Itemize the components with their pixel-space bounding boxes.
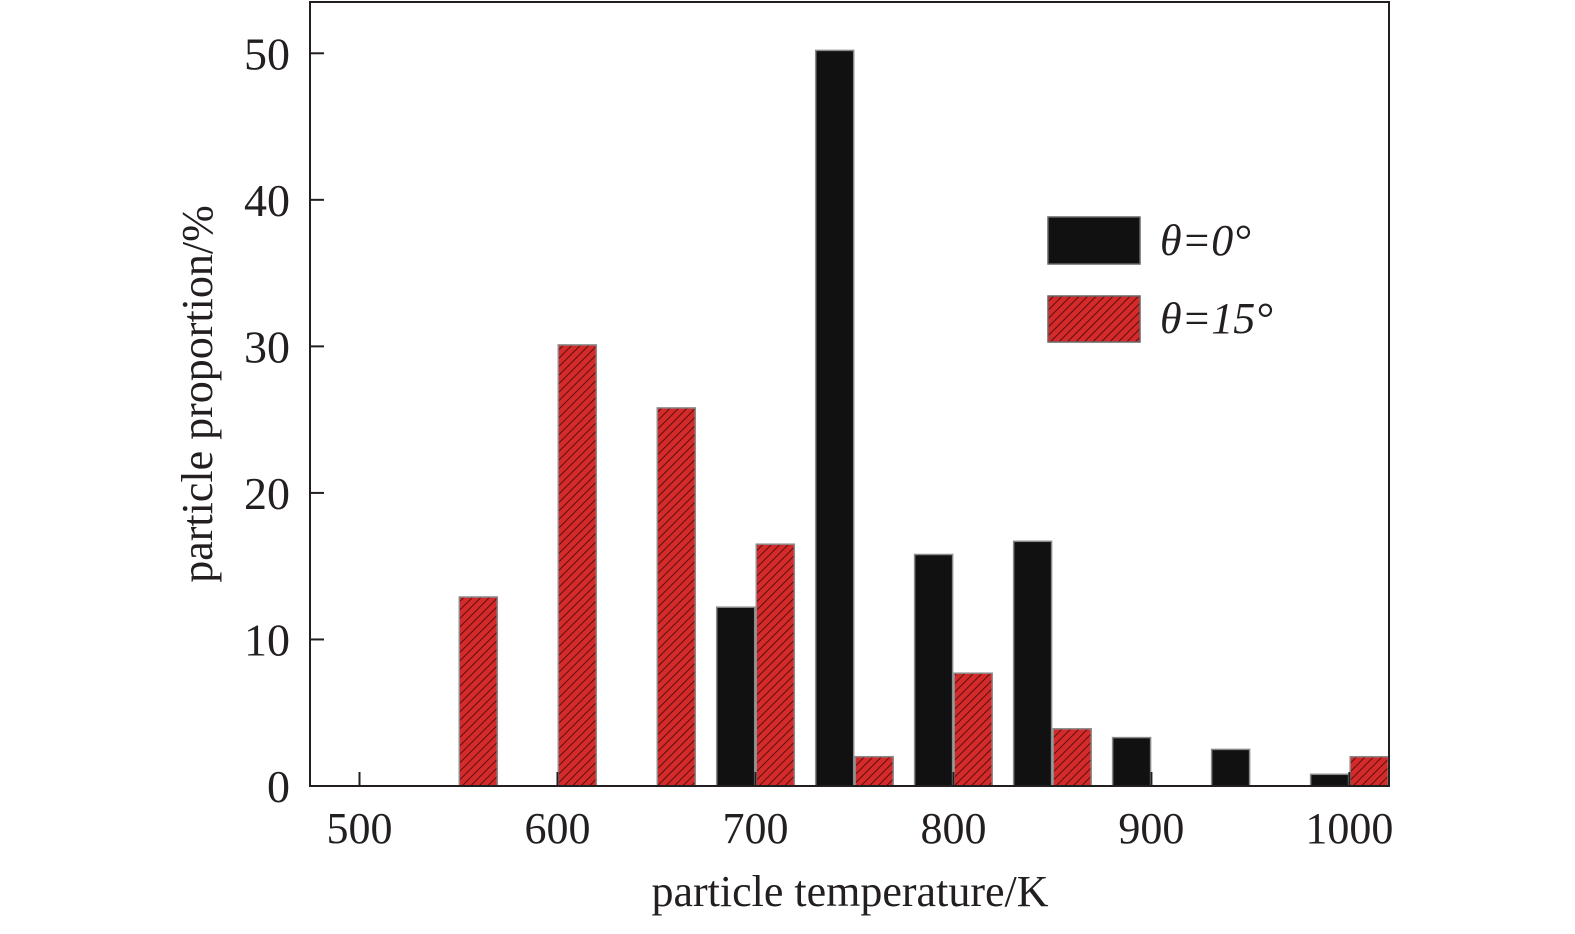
y-tick-label-10: 10: [244, 614, 290, 665]
bar-theta-15-810: [953, 672, 993, 787]
y-axis: 0 10 20 30 40 50: [244, 28, 324, 812]
legend-swatch-theta-15: [1047, 295, 1141, 343]
bar-theta-15-660: [656, 407, 697, 787]
y-tick-label-40: 40: [244, 175, 290, 226]
x-axis: 500 600 700 800 900 1000: [326, 772, 1393, 853]
y-tick-label-20: 20: [244, 468, 290, 519]
x-tick-label-500: 500: [326, 804, 392, 853]
bar-theta-15-1010: [1349, 755, 1389, 787]
bar-theta-15-860: [1052, 728, 1092, 787]
bar-theta-15-610: [557, 344, 598, 787]
x-tick-label-900: 900: [1118, 804, 1184, 853]
bar-theta-15-760: [854, 755, 894, 787]
bar-theta-0-740: [814, 49, 855, 787]
bars-layer: [458, 49, 1389, 787]
y-axis-label: particle proportion/%: [173, 205, 222, 583]
legend-swatch-theta-0: [1047, 216, 1141, 265]
bar-theta-0-790: [913, 553, 954, 787]
bar-theta-0-890: [1111, 736, 1152, 787]
legend-label-theta-15: θ=15°: [1160, 294, 1273, 343]
legend-label-theta-0: θ=0°: [1160, 216, 1251, 265]
x-tick-label-700: 700: [722, 804, 788, 853]
bar-theta-15-560: [458, 596, 499, 787]
plot-frame: [309, 1, 1390, 787]
y-tick-label-0: 0: [267, 761, 290, 812]
bar-theta-15-710: [755, 543, 796, 787]
x-tick-label-800: 800: [920, 804, 986, 853]
bar-theta-0-990: [1309, 773, 1350, 787]
bar-theta-0-940: [1210, 748, 1251, 787]
x-tick-label-1000: 1000: [1305, 804, 1393, 853]
y-tick-label-50: 50: [244, 28, 290, 79]
bar-theta-0-840: [1012, 540, 1053, 787]
x-tick-label-600: 600: [524, 804, 590, 853]
y-tick-label-30: 30: [244, 321, 290, 372]
legend: θ=0° θ=15°: [1047, 216, 1273, 343]
bar-theta-0-690: [715, 606, 756, 787]
x-axis-label: particle temperature/K: [651, 867, 1048, 916]
